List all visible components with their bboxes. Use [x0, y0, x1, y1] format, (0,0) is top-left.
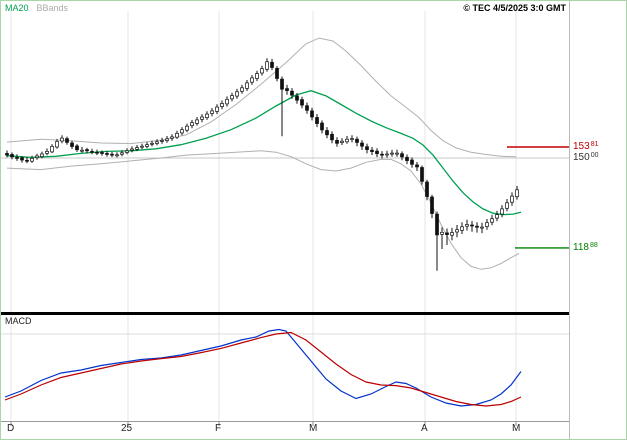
ma20-line — [6, 90, 522, 216]
support-price-dec: 88 — [589, 242, 598, 249]
legend-ma20-label: MA20 — [5, 3, 29, 13]
x-axis-label: M — [512, 423, 521, 434]
price-scale-divider — [569, 1, 570, 439]
macd-line — [4, 328, 522, 407]
resistance-price-dec: 81 — [590, 141, 599, 148]
bb-upper-line — [6, 37, 517, 158]
price-label-resistance: 15381 — [573, 141, 598, 153]
gridlines-layer — [10, 11, 517, 421]
panel-separator — [1, 312, 569, 315]
x-axis-line — [1, 421, 569, 422]
grid-price-dec: 00 — [590, 152, 599, 159]
chart-legend: MA20 BBands — [5, 3, 76, 13]
x-axis-labels: D 25 F M A M — [1, 423, 569, 439]
bb-lower-line — [6, 150, 520, 270]
price-label-grid: 15000 — [573, 152, 598, 164]
x-axis-label: M — [309, 423, 318, 434]
copyright-text: © TEC 4/5/2025 3:0 GMT — [463, 3, 566, 13]
legend-bbands-label: BBands — [36, 3, 69, 13]
grid-price-int: 150 — [573, 152, 590, 163]
resistance-price-int: 153 — [573, 141, 590, 152]
macd-signal-line — [4, 331, 522, 407]
x-axis-label: A — [421, 423, 428, 434]
price-label-support: 11888 — [573, 242, 598, 254]
x-axis-label: 25 — [121, 423, 133, 434]
x-axis-label: F — [215, 423, 222, 434]
x-axis-label: D — [7, 423, 15, 434]
support-price-int: 118 — [573, 242, 589, 253]
candles-layer — [5, 58, 519, 271]
macd-panel-label: MACD — [5, 316, 32, 326]
